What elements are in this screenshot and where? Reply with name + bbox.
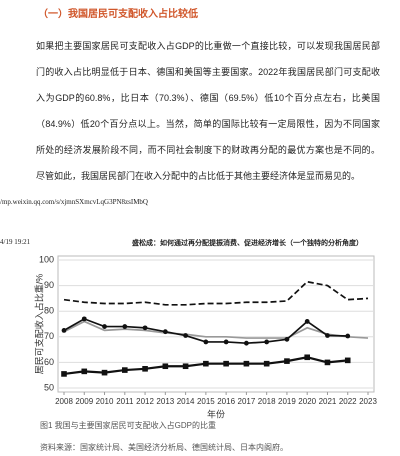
point <box>81 368 88 375</box>
caption: 图1 我国与主要国家居民可支配收入占GDP的比重 <box>40 421 217 430</box>
source: 资料来源：国家统计局、美国经济分析局、德国统计局、日本内阁府。 <box>40 443 288 452</box>
point <box>81 316 87 322</box>
x-tick-label: 2013 <box>156 397 174 406</box>
point <box>61 371 67 377</box>
x-tick-label: 2009 <box>75 397 93 406</box>
point <box>142 325 148 331</box>
point <box>344 357 351 364</box>
y-tick-label: 100 <box>39 254 54 264</box>
x-tick-label: 2010 <box>96 397 114 406</box>
y-tick-label: 60 <box>44 357 54 367</box>
y-tick-label: 50 <box>44 382 54 392</box>
point <box>264 339 270 345</box>
x-tick-label: 2014 <box>177 397 195 406</box>
article-title: 盛松成：如何通过再分配提振消费、促进经济增长（一个独特的分析角度） <box>132 239 363 247</box>
point <box>304 319 310 324</box>
point <box>203 339 209 345</box>
x-tick-label: 2023 <box>359 397 377 406</box>
point <box>284 336 290 342</box>
x-tick-label: 2022 <box>339 397 357 406</box>
x-tick-label: 2018 <box>258 397 276 406</box>
point <box>325 333 330 338</box>
point <box>304 354 310 361</box>
x-tick-label: 2021 <box>319 397 337 406</box>
series-line <box>63 320 369 339</box>
x-tick-label: 2020 <box>298 397 316 406</box>
point <box>203 360 209 367</box>
point <box>263 360 270 367</box>
point <box>122 324 128 329</box>
point <box>284 358 290 364</box>
url: /mp.weixin.qq.com/s/xjmnSXmcvLqG3PN8zsIM… <box>0 198 148 206</box>
timestamp: 4/19 19:21 <box>0 238 31 246</box>
point <box>101 369 108 376</box>
point <box>244 340 249 346</box>
y-tick-label: 90 <box>44 280 54 290</box>
point <box>162 363 169 370</box>
paragraph-line: 尽管如此，我国居民部门在收入分配中的占比低于其他主要经济体是显而易见的。 <box>36 171 361 181</box>
point <box>182 363 189 370</box>
series-line <box>63 280 369 306</box>
point <box>102 324 107 329</box>
point <box>243 360 250 367</box>
x-tick-label: 2012 <box>136 397 154 406</box>
paragraph-line: 入为GDP的60.8%，比日本（70.3%）、德国（69.5%）低10个百分点左… <box>36 93 380 103</box>
x-tick-label: 2011 <box>116 397 134 406</box>
point <box>223 360 229 367</box>
y-tick-label: 80 <box>44 306 54 316</box>
point <box>345 333 351 339</box>
paragraph-line: 如果把主要国家居民可支配收入占GDP的比重做一个直接比较，可以发现我国居民部 <box>36 41 380 51</box>
point <box>142 366 148 372</box>
x-tick-label: 2015 <box>197 397 215 406</box>
point <box>223 339 229 345</box>
point <box>162 329 168 335</box>
plot-frame <box>57 255 375 393</box>
y-tick-label: 70 <box>44 331 54 341</box>
x-tick-label: 2016 <box>217 397 235 406</box>
x-tick-label: 2008 <box>55 397 73 406</box>
paragraph: 如果把主要国家居民可支配收入占GDP的比重做一个直接比较，可以发现我国居民部 门的… <box>36 38 380 194</box>
point <box>324 359 331 366</box>
point <box>183 333 189 338</box>
point <box>61 328 67 333</box>
point <box>122 367 128 373</box>
paragraph-line: 所处的经济发展阶段不同，而不同社会制度下的财政再分配的最优方案也是不同的。 <box>36 145 380 155</box>
y-axis-label: 居民可支配收入占比重/% <box>33 274 44 375</box>
paragraph-line: 门的收入占比明显低于日本、德国和美国等主要国家。2022年我国居民部门可支配收 <box>36 67 380 77</box>
paragraph-line: （84.9%）低20个百分点以上。当然，简单的国际比较有一定局限性，因为不同国家 <box>36 119 380 129</box>
x-tick-label: 2017 <box>238 397 256 406</box>
x-axis-label: 年份 <box>207 408 225 419</box>
x-tick-label: 2019 <box>278 397 296 406</box>
section-title: （一）我国居民可支配收入占比较低 <box>38 9 198 20</box>
